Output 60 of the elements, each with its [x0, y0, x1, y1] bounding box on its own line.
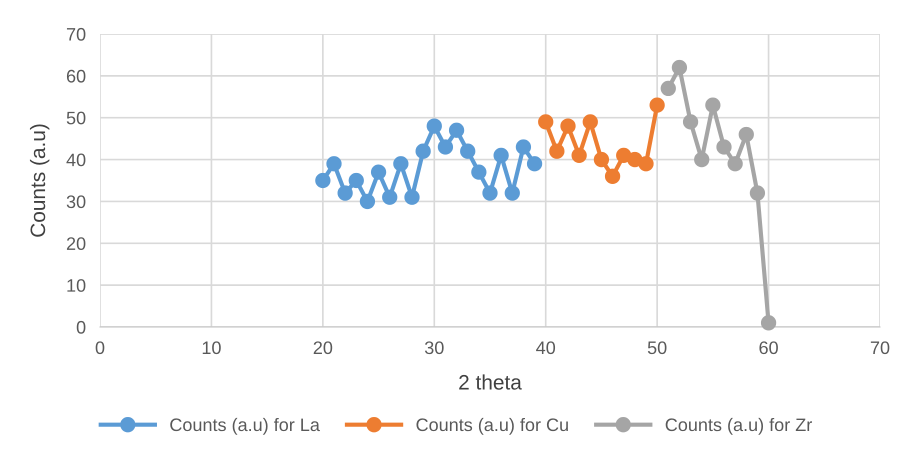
point	[438, 139, 454, 155]
y-tick-label: 60	[66, 70, 86, 83]
point	[348, 172, 364, 188]
x-tick-label: 70	[870, 341, 890, 354]
point	[705, 98, 720, 113]
point	[504, 185, 520, 201]
y-tick-label: 20	[66, 237, 86, 250]
point	[760, 315, 776, 330]
x-tick-label: 60	[759, 341, 778, 354]
x-tick-label: 40	[536, 341, 556, 354]
x-tick-label: 20	[314, 341, 332, 354]
point	[538, 114, 554, 130]
y-tick-label: 50	[66, 112, 86, 124]
point	[672, 60, 688, 76]
y-tick-label: 70	[66, 28, 86, 41]
point	[694, 152, 710, 168]
point	[460, 144, 476, 159]
legend-label: Counts (a.u) for Zr	[666, 418, 812, 435]
point	[728, 156, 743, 172]
y-tick-label: 40	[66, 154, 86, 166]
point	[494, 148, 509, 164]
point	[526, 156, 542, 172]
point	[326, 156, 342, 172]
point	[660, 80, 676, 96]
point	[650, 98, 665, 113]
point	[426, 118, 442, 134]
point	[404, 190, 420, 205]
point	[448, 122, 464, 138]
x-tick-label: 10	[202, 341, 221, 354]
x-axis-title: 2 theta	[459, 374, 522, 390]
point	[682, 114, 698, 130]
point	[471, 164, 486, 180]
point	[370, 164, 386, 180]
y-tick-label: 0	[76, 320, 86, 334]
y-tick-label: 30	[66, 195, 86, 208]
x-tick-label: 50	[648, 341, 666, 354]
point	[549, 144, 564, 159]
point	[594, 152, 610, 168]
point	[393, 156, 408, 172]
point	[315, 172, 330, 188]
x-tick-label: 0	[96, 341, 104, 354]
point	[582, 114, 598, 130]
point	[738, 126, 754, 142]
legend-label: Counts (a.u) for La	[170, 418, 320, 435]
x-tick-label: 30	[424, 341, 444, 354]
point	[382, 190, 398, 205]
point	[750, 185, 766, 201]
point	[338, 185, 353, 201]
point	[638, 156, 654, 172]
point	[482, 185, 498, 201]
legend-label: Counts (a.u) for Cu	[416, 418, 568, 435]
point	[516, 139, 532, 155]
y-axis-title: Counts (a.u)	[30, 124, 50, 237]
point	[560, 118, 576, 134]
y-tick-label: 10	[67, 279, 86, 292]
point	[716, 139, 732, 155]
point	[416, 144, 431, 159]
point	[604, 168, 620, 184]
point	[572, 148, 587, 164]
point	[360, 194, 376, 210]
